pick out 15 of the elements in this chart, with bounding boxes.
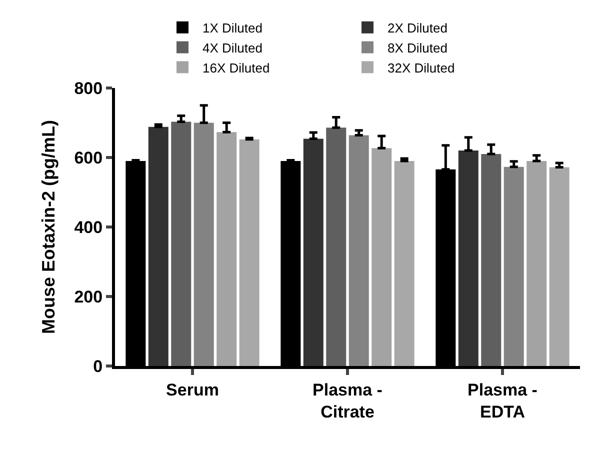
- y-axis-title: Mouse Eotaxin-2 (pg/mL): [38, 120, 58, 334]
- y-tick-label: 0: [93, 356, 103, 376]
- y-tick-label: 400: [74, 218, 103, 237]
- x-tick-label: Plasma - EDTA: [468, 380, 538, 422]
- y-tick-label: 800: [74, 78, 103, 98]
- legend-label: 4X Diluted: [202, 40, 262, 56]
- legend-label: 32X Diluted: [388, 60, 455, 76]
- legend-label: 2X Diluted: [388, 20, 448, 36]
- legend-label: 16X Diluted: [202, 60, 270, 76]
- x-tick-label: Plasma - Citrate: [312, 380, 382, 422]
- legend-label: 8X Diluted: [388, 40, 448, 56]
- y-tick-label: 200: [74, 287, 103, 306]
- x-tick-label: Serum: [166, 380, 219, 400]
- y-tick-label: 600: [74, 148, 103, 168]
- legend-label: 1X Diluted: [202, 20, 262, 36]
